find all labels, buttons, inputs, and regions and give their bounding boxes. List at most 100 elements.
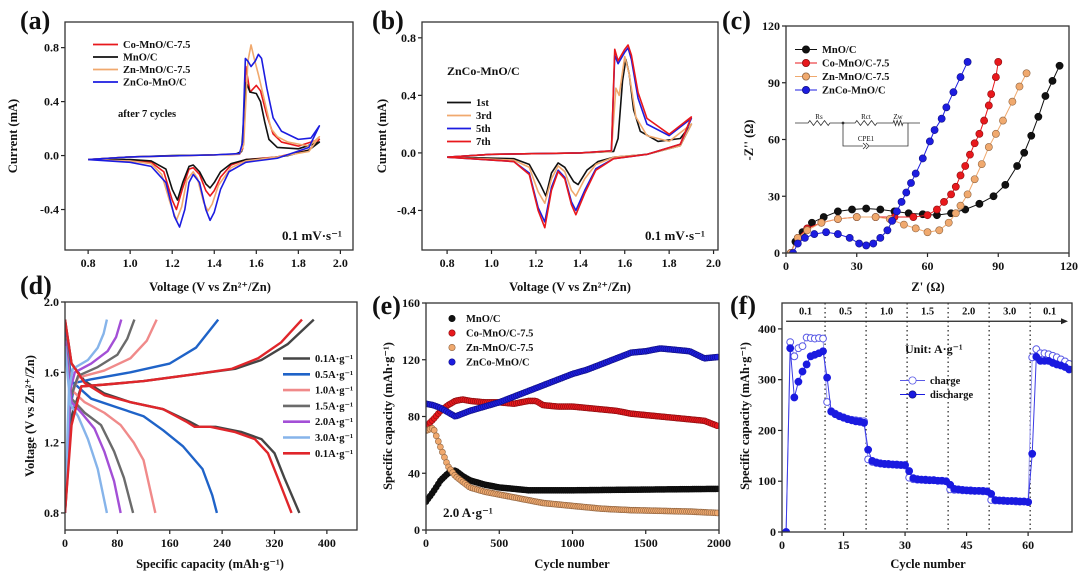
data-point [1008,97,1017,106]
series-line [447,44,693,229]
x-tick-label: 90 [992,259,1004,273]
legend-item: 1st [447,98,489,109]
x-tick-label: 0.8 [81,256,96,270]
x-tick-label: 30 [851,259,863,273]
y-tick-label: 120 [762,19,780,33]
series-discharge [782,344,1072,532]
series-line [790,73,1027,253]
circuit-label: Rct [861,113,871,121]
data-point [984,143,993,151]
y-tick-label: 80 [408,410,420,424]
discharge-curve [65,340,122,514]
y-tick-label: 100 [758,474,776,488]
data-point [987,90,996,98]
data-point [1013,162,1022,170]
data-point [862,204,871,213]
y-axis-label: Specific capacity (mAh·g⁻¹) [381,342,395,490]
data-point [833,230,842,238]
series-ZnCo-MnO/C [789,58,972,253]
y-tick-label: 0.8 [401,31,416,45]
data-point [888,216,897,225]
legend-marker [802,45,811,54]
x-tick-label: 1.4 [573,256,588,270]
x-tick-label: 1.6 [249,256,264,270]
y-tick-label: 30 [768,189,780,203]
legend-item: ZnCo-MnO/C [93,78,187,89]
data-point [994,58,1003,66]
legend-item: 0.1A·g⁻¹ [283,354,353,365]
x-tick-label: 60 [1022,538,1034,552]
data-point [1055,61,1064,70]
series-3.0A·g⁻¹ [65,319,109,514]
data-point [798,367,807,376]
plot-area [88,44,321,228]
plot-frame [421,21,719,251]
rate-label: 0.1 [799,307,812,318]
y-tick-label: 0.4 [401,88,416,102]
legend-label: ZnCo-MnO/C [123,78,187,89]
x-tick-label: 1.8 [662,256,677,270]
legend-item: charge [900,376,961,387]
series-ZnCo-MnO/C [426,345,719,420]
legend: Co-MnO/C-7.5 MnO/CZn-MnO/C-7.5 ZnCo-MnO/C [93,40,190,89]
data-point [848,205,856,214]
legend: 0.1A·g⁻¹ 0.5A·g⁻¹ 1.0A·g⁻¹ 1.5A·g⁻¹ 2.0A·g⁻¹… [283,354,353,460]
series-Co-MnO/C-7.5 [786,58,1003,253]
x-axis-label: Cycle number [890,557,966,571]
legend-label: MnO/C [123,53,157,64]
plot-frame [781,302,1073,533]
x-tick-label: 1.2 [528,256,543,270]
legend-label: charge [930,376,961,387]
rate-label: 1.0 [880,307,893,318]
plot-frame [64,301,358,531]
panel-label: (d) [20,271,52,300]
data-point [923,228,932,237]
panel-label: (f) [730,291,756,320]
x-tick-label: 0 [423,536,429,550]
plot-area [786,58,1064,253]
legend-label: 5th [476,124,491,135]
legend-marker [448,314,456,322]
panel-e: (e) 0 500 1000 1500 2000 0 40 80 120 160 Cycle numb… [372,291,731,571]
legend-label: 1.0A·g⁻¹ [315,386,353,397]
legend-label: Co-MnO/C-7.5 [466,329,533,340]
legend-label: ZnCo-MnO/C [822,86,886,97]
data-point [798,342,807,351]
x-tick-label: 0 [779,538,785,552]
plot-frame [785,25,1070,254]
data-point [435,438,442,445]
legend-marker [448,358,456,366]
rate-label: 2.0 [962,307,975,318]
data-point [810,230,819,238]
data-point [911,169,920,178]
legend-item: 5th [447,124,491,135]
legend-item: Zn-MnO/C-7.5 [795,72,889,83]
legend-label: 2.0A·g⁻¹ [315,417,353,428]
charge-curve [65,319,123,513]
rate-label: 0.5 [839,307,852,318]
data-point [817,218,826,227]
y-axis-label: Voltage (V vs Zn²⁺/Zn) [23,355,37,477]
data-point [819,334,827,343]
data-point [911,224,920,233]
data-point [961,162,970,170]
data-point [947,190,955,199]
data-point [933,205,941,214]
charge-curve [65,318,303,514]
data-point [1022,69,1031,78]
series-7th [447,44,693,229]
x-axis-label: Cycle number [534,557,610,571]
data-point [918,154,927,163]
series-Zn-MnO/C-7.5 [88,44,321,222]
data-point [897,198,906,206]
y-tick-label: 0.8 [44,506,59,520]
annotation: Unit: A·g⁻¹ [905,342,963,356]
arrow-head-icon [1061,318,1068,325]
x-tick-label: 120 [1060,259,1078,273]
data-point [956,171,965,180]
series-0.1A·g⁻¹ [65,318,303,514]
panel-label: (b) [372,6,404,35]
y-tick-label: 0.0 [401,146,416,160]
x-tick-label: 400 [318,536,336,550]
x-tick-label: 2000 [707,536,731,550]
